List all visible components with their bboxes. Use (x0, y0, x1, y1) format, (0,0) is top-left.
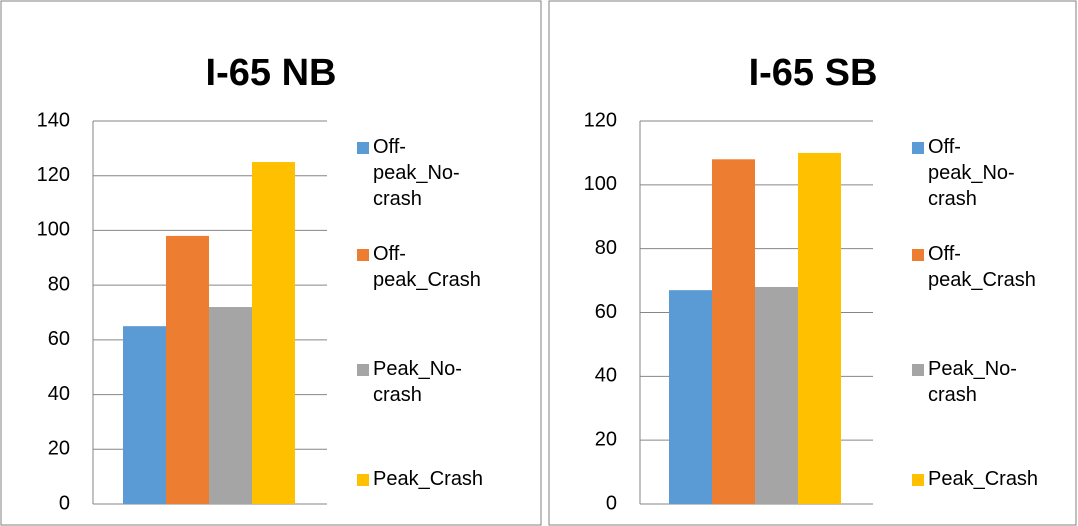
bar (166, 235, 209, 504)
bar (755, 286, 798, 504)
legend-label: Off-peak_Crash (373, 243, 481, 291)
bar (669, 290, 712, 504)
y-tick-label: 120 (37, 164, 70, 186)
legend-label-line: Off- (373, 136, 406, 158)
legend-label-line: peak_Crash (928, 269, 1036, 291)
legend-swatch (912, 142, 924, 154)
legend-label: Peak_No-crash (373, 358, 462, 406)
y-tick-label: 60 (48, 328, 70, 350)
y-tick-label: 20 (48, 438, 70, 460)
legend-label-line: crash (373, 188, 422, 210)
legend-label: Off-peak_No-crash (928, 136, 1015, 210)
bar (123, 326, 166, 504)
legend-label-line: Peak_No- (928, 358, 1017, 380)
legend-label-line: peak_Crash (373, 269, 481, 291)
legend-label-line: Off- (928, 243, 961, 265)
legend-label-line: peak_No- (373, 162, 460, 184)
bar (209, 307, 252, 504)
legend-swatch (912, 249, 924, 261)
y-tick-label: 0 (606, 492, 617, 514)
legend-label-line: peak_No- (928, 162, 1015, 184)
y-tick-label: 120 (584, 109, 617, 131)
y-tick-label: 20 (595, 428, 617, 450)
y-tick-label: 100 (37, 219, 70, 241)
legend-label: Off-peak_No-crash (373, 136, 460, 210)
y-tick-label: 40 (48, 383, 70, 405)
legend-label-line: Off- (373, 243, 406, 265)
legend-label-line: Peak_Crash (928, 468, 1038, 490)
legend-swatch (912, 474, 924, 486)
legend-label-line: Peak_No- (373, 358, 462, 380)
legend-swatch (357, 364, 369, 376)
legend-label-line: crash (928, 188, 977, 210)
y-tick-label: 80 (48, 273, 70, 295)
legend-swatch (357, 142, 369, 154)
y-tick-label: 140 (37, 109, 70, 131)
chart-title: I-65 SB (749, 52, 878, 94)
chart-title: I-65 NB (206, 52, 337, 94)
legend-swatch (357, 249, 369, 261)
y-tick-label: 100 (584, 173, 617, 195)
bar (252, 162, 295, 505)
legend-label-line: Peak_Crash (373, 468, 483, 490)
legend-label-line: crash (373, 384, 422, 406)
legend-swatch (912, 364, 924, 376)
y-tick-label: 0 (59, 492, 70, 514)
bar (712, 159, 755, 505)
y-tick-label: 80 (595, 237, 617, 259)
legend-swatch (357, 474, 369, 486)
legend-label-line: Off- (928, 136, 961, 158)
bar (798, 152, 841, 504)
legend-label-line: crash (928, 384, 977, 406)
legend-label: Peak_Crash (928, 468, 1038, 490)
y-tick-label: 40 (595, 365, 617, 387)
legend-label: Off-peak_Crash (928, 243, 1036, 291)
legend-label: Peak_Crash (373, 468, 483, 490)
y-tick-label: 60 (595, 301, 617, 323)
legend-label: Peak_No-crash (928, 358, 1017, 406)
